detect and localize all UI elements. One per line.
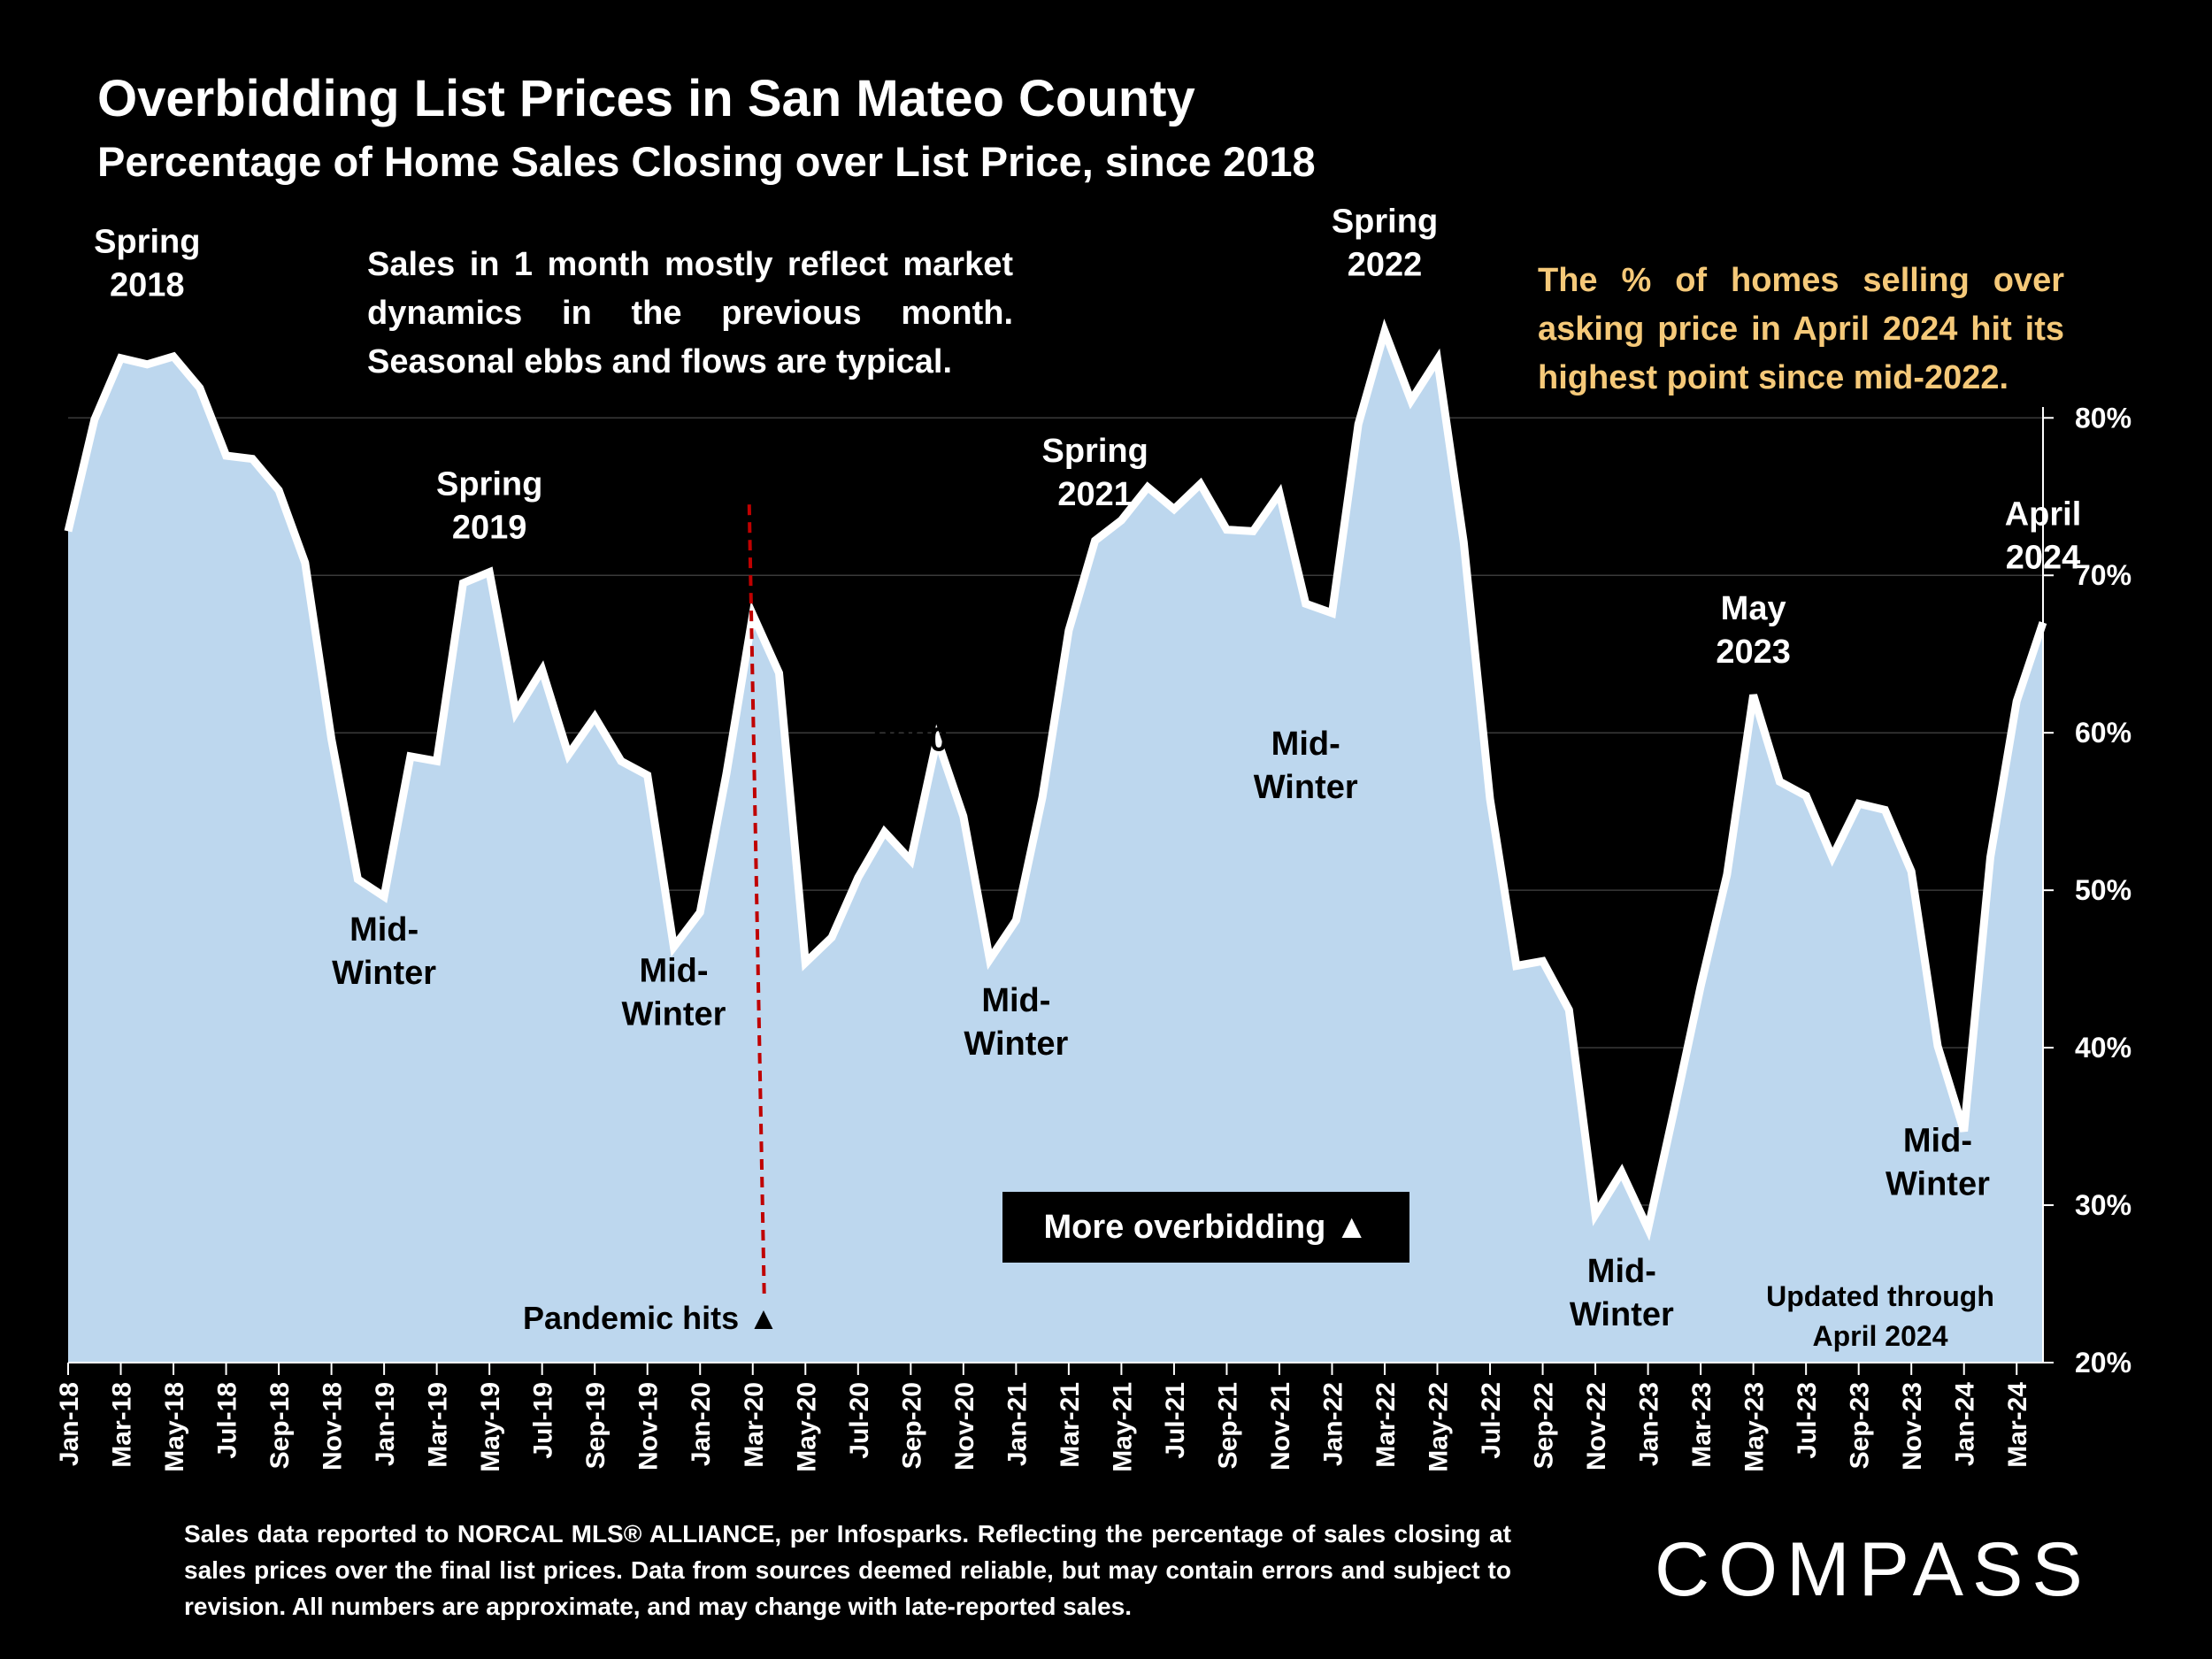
more-overbidding-label: More overbidding ▲ xyxy=(1002,1192,1409,1263)
x-tick-label: Mar-24 xyxy=(2003,1382,2032,1468)
x-tick-label: Nov-19 xyxy=(634,1382,664,1471)
season-annotation: Fall xyxy=(882,679,940,716)
chart-subtitle: Percentage of Home Sales Closing over Li… xyxy=(97,138,1316,185)
season-annotation: 2020 xyxy=(873,722,949,759)
y-tick-label: 80% xyxy=(2075,402,2131,434)
season-annotation: Winter xyxy=(1886,1166,1990,1203)
x-tick-label: May-18 xyxy=(160,1382,189,1472)
x-tick-label: May-22 xyxy=(1425,1382,1454,1472)
season-annotation: Mid- xyxy=(1903,1123,1972,1160)
x-tick-label: Jan-21 xyxy=(1002,1382,1032,1466)
x-tick-label: Nov-20 xyxy=(950,1382,979,1471)
axes xyxy=(68,407,2044,1363)
y-tick-label: 30% xyxy=(2075,1189,2131,1221)
x-tick-label: Sep-22 xyxy=(1530,1382,1559,1469)
season-annotation: Spring xyxy=(436,465,542,503)
x-tick-label: Mar-18 xyxy=(108,1382,137,1468)
x-tick-label: Jul-18 xyxy=(213,1382,242,1459)
x-tick-label: Jan-20 xyxy=(687,1382,716,1466)
y-tick-label: 20% xyxy=(2075,1347,2131,1379)
x-tick-label: Jul-20 xyxy=(845,1382,874,1459)
highlight-note: The % of homes selling over asking price… xyxy=(1538,262,2064,396)
y-tick-label: 50% xyxy=(2075,874,2131,906)
season-annotation: Spring xyxy=(1041,433,1148,470)
season-annotation: Mid- xyxy=(349,911,419,949)
market-dynamics-note: Sales in 1 month mostly reflect market d… xyxy=(367,246,1013,380)
season-annotation: Mid- xyxy=(1587,1253,1656,1290)
season-annotation: Spring xyxy=(94,223,200,260)
x-tick-label: Nov-22 xyxy=(1582,1382,1611,1471)
x-tick-label: Mar-19 xyxy=(424,1382,453,1468)
season-annotation: Winter xyxy=(332,955,436,992)
season-annotation: 2019 xyxy=(452,509,527,546)
season-annotation: 2024 xyxy=(2006,539,2081,576)
season-annotation: Winter xyxy=(964,1025,1068,1063)
x-tick-label: Sep-20 xyxy=(897,1382,926,1469)
x-tick-label: Mar-23 xyxy=(1687,1382,1717,1468)
season-annotation: Mid- xyxy=(1271,726,1340,763)
season-annotation: 2018 xyxy=(110,266,185,303)
pandemic-dashed-line xyxy=(747,504,766,1299)
x-tick-label: Jan-24 xyxy=(1951,1382,1980,1466)
x-tick-label: Jan-23 xyxy=(1635,1382,1664,1466)
season-annotation: May xyxy=(1721,590,1786,627)
season-annotation: Mid- xyxy=(639,952,708,989)
y-tick-label: 60% xyxy=(2075,717,2131,749)
x-tick-label: Mar-22 xyxy=(1371,1382,1401,1468)
season-annotation: 2022 xyxy=(1348,246,1423,283)
season-annotation: Mid- xyxy=(981,982,1050,1019)
x-tick-label: May-21 xyxy=(1108,1382,1137,1472)
x-tick-label: Sep-18 xyxy=(265,1382,295,1469)
x-tick-label: Jul-19 xyxy=(529,1382,558,1459)
updated-through-label: Updated through xyxy=(1766,1280,1994,1312)
season-annotation: Spring xyxy=(1332,203,1438,240)
season-annotation: Winter xyxy=(1570,1296,1674,1333)
annotations: Spring 2018 Spring 2019 Mid- Winter Mid- Winter… xyxy=(94,203,2081,1352)
x-tick-label: Sep-23 xyxy=(1846,1382,1875,1469)
x-tick-label: Sep-19 xyxy=(581,1382,611,1469)
season-annotation: 2021 xyxy=(1057,476,1133,513)
source-footnote: Sales data reported to NORCAL MLS® ALLIA… xyxy=(184,1520,1511,1620)
x-tick-label: Mar-21 xyxy=(1056,1382,1085,1468)
x-tick-label: Jan-22 xyxy=(1318,1382,1348,1466)
x-tick-label: Jul-23 xyxy=(1793,1382,1822,1459)
x-tick-label: Nov-23 xyxy=(1898,1382,1927,1471)
x-tick-label: Jul-21 xyxy=(1161,1382,1190,1459)
y-tick-label: 70% xyxy=(2075,559,2131,591)
compass-logo: COMPASS xyxy=(1655,1527,2092,1612)
x-tick-label: Nov-18 xyxy=(319,1382,348,1471)
tick-labels: Jan-18 Mar-18 May-18 Jul-18 Sep-18 Nov-18 Jan-… xyxy=(55,402,2131,1471)
x-tick-label: May-20 xyxy=(792,1382,821,1472)
season-annotation: Winter xyxy=(622,995,726,1033)
season-annotation: Winter xyxy=(1254,769,1358,806)
x-tick-label: Nov-21 xyxy=(1266,1382,1295,1471)
season-annotation: April xyxy=(2005,495,2082,533)
x-tick-label: Jan-18 xyxy=(55,1382,84,1466)
chart-title: Overbidding List Prices in San Mateo Cou… xyxy=(97,70,1195,127)
pandemic-marker: Pandemic hits ▲ xyxy=(523,504,780,1336)
pandemic-label: Pandemic hits ▲ xyxy=(523,1300,780,1336)
x-tick-label: Jan-19 xyxy=(371,1382,400,1466)
series-line xyxy=(64,319,2047,1241)
x-tick-label: Jul-22 xyxy=(1477,1382,1506,1459)
x-tick-label: May-23 xyxy=(1740,1382,1770,1472)
area-fill xyxy=(68,331,2043,1363)
season-annotation: 2023 xyxy=(1716,634,1791,671)
x-tick-label: May-19 xyxy=(476,1382,505,1472)
y-tick-label: 40% xyxy=(2075,1032,2131,1064)
x-tick-label: Sep-21 xyxy=(1213,1382,1242,1469)
x-tick-label: Mar-20 xyxy=(740,1382,769,1468)
updated-through-label: April 2024 xyxy=(1813,1320,1948,1352)
